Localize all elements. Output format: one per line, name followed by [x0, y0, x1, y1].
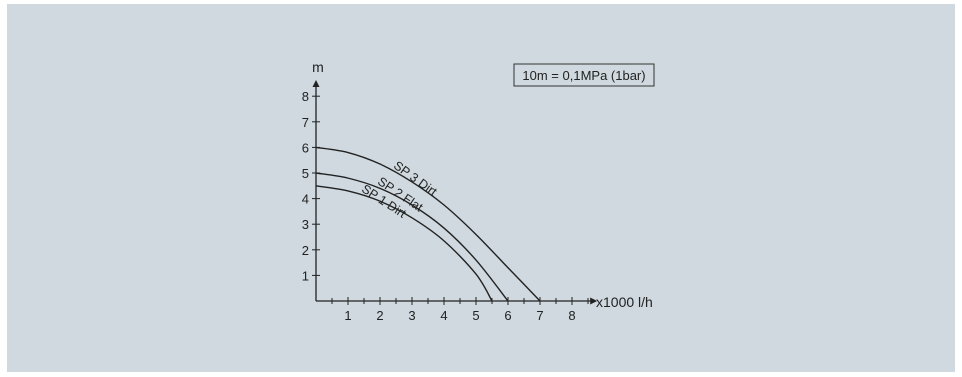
curves [315, 146, 541, 302]
x-axis-label: x1000 l/h [596, 294, 653, 310]
curve-sp-1-dirt [315, 185, 493, 302]
curve-sp-2-flat [315, 172, 509, 302]
curve-sp-3-dirt [315, 146, 541, 302]
y-axis-label: m [312, 59, 324, 75]
pressure-note-box [513, 63, 655, 87]
pressure-note: 10m = 0,1MPa (1bar) [522, 68, 645, 83]
x-axis-arrow [590, 297, 598, 305]
y-axis-arrow [312, 79, 320, 87]
x-tick-label: 2 [376, 308, 383, 323]
y-tick-label: 4 [302, 192, 309, 207]
y-tick-label: 5 [302, 166, 309, 181]
x-ticks: 1 2 3 4 5 6 7 8 [331, 297, 589, 323]
y-tick-label: 8 [302, 89, 309, 104]
y-tick-label: 3 [302, 217, 309, 232]
x-tick-label: 1 [344, 308, 351, 323]
x-tick-label: 5 [472, 308, 479, 323]
x-tick-label: 3 [408, 308, 415, 323]
y-ticks: 1 2 3 4 5 6 7 8 [302, 89, 320, 283]
y-tick-label: 1 [302, 268, 309, 283]
x-tick-label: 4 [440, 308, 447, 323]
x-tick-label: 6 [504, 308, 511, 323]
y-tick-label: 2 [302, 243, 309, 258]
x-tick-label: 7 [536, 308, 543, 323]
y-tick-label: 7 [302, 115, 309, 130]
y-tick-label: 6 [302, 140, 309, 155]
x-tick-label: 8 [568, 308, 575, 323]
chart-panel: 1 2 3 4 5 6 7 8 1 2 3 4 5 6 7 8 SP 3 Dirt SP 2 Flat SP 1… [7, 4, 955, 372]
